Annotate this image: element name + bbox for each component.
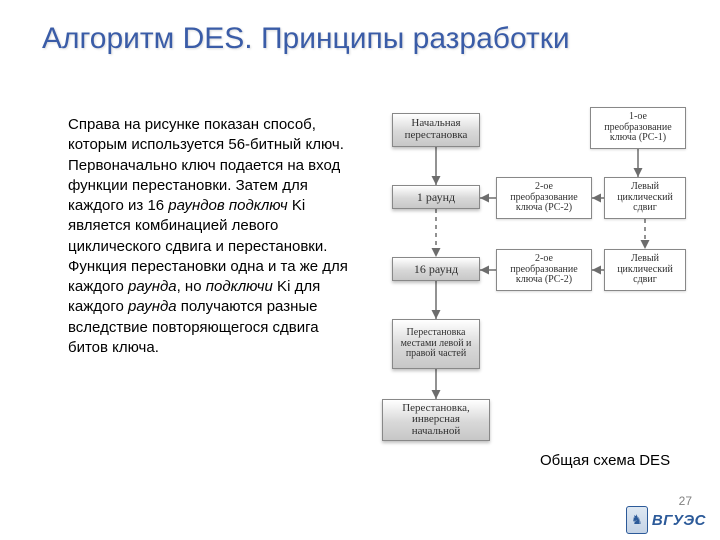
flow-node-n_init_perm: Начальная перестановка — [392, 113, 480, 147]
flow-node-n_pc1: 1-ое преобразование ключа (PC-1) — [590, 107, 686, 149]
flow-node-n_inv_perm: Перестановка, инверсная начальной — [382, 399, 490, 441]
flow-node-n_swap: Перестановка местами левой и правой част… — [392, 319, 480, 369]
des-diagram: Начальная перестановка 1 раунд 16 раунд Пер… — [376, 103, 688, 443]
diagram-caption: Общая схема DES — [540, 452, 670, 469]
body-paragraph: Справа на рисунке показан способ, которы… — [68, 115, 358, 358]
flow-node-n_round1: 1 раунд — [392, 185, 480, 209]
slide-title: Алгоритм DES. Принципы разработки — [42, 22, 690, 57]
flow-node-n_shift_a: Левый циклический сдвиг — [604, 177, 686, 219]
flow-node-n_shift_b: Левый циклический сдвиг — [604, 249, 686, 291]
flow-node-n_pc2_b: 2-ое преобразование ключа (PC-2) — [496, 249, 592, 291]
flow-node-n_round16: 16 раунд — [392, 257, 480, 281]
logo-text: ВГУЭС — [652, 512, 706, 529]
logo-emblem-icon: ♞ — [626, 506, 648, 534]
footer-logo: ♞ ВГУЭС — [626, 506, 706, 534]
flow-node-n_pc2_a: 2-ое преобразование ключа (PC-2) — [496, 177, 592, 219]
slide: Алгоритм DES. Принципы разработки Справа… — [0, 0, 720, 540]
